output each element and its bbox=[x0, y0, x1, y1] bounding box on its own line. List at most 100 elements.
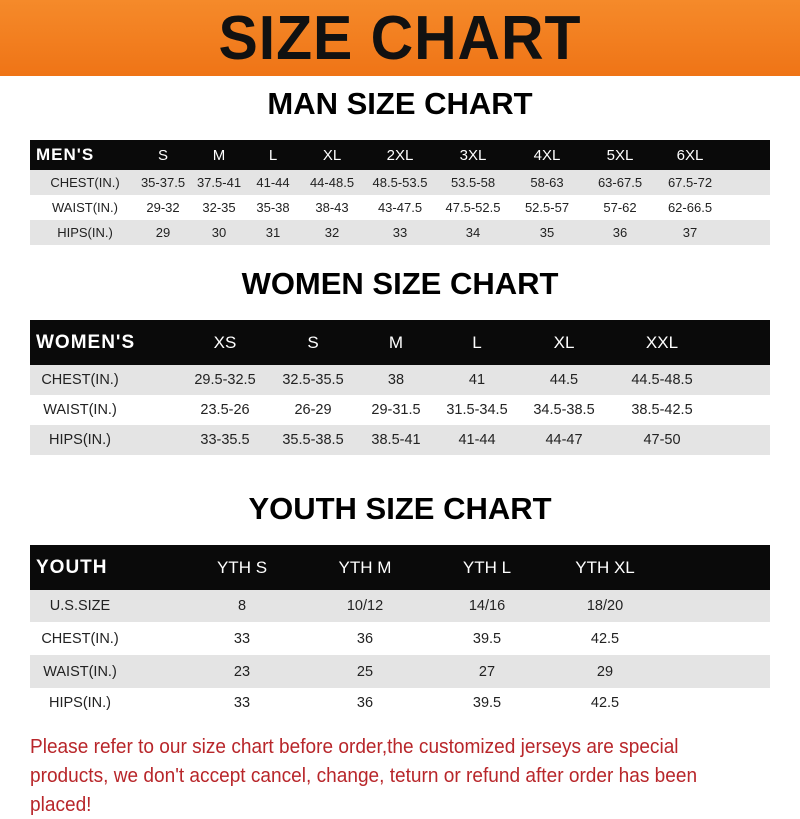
women-title: WOMEN SIZE CHART bbox=[241, 266, 559, 301]
table-cell: 23.5-26 bbox=[200, 402, 250, 418]
table-cell: 43-47.5 bbox=[377, 200, 423, 215]
youth-header-row: YOUTH YTH S YTH M YTH L YTH XL bbox=[30, 545, 770, 590]
table-cell: 18/20 bbox=[586, 598, 624, 614]
table-cell: 29-32 bbox=[146, 200, 180, 215]
table-cell: 38.5-42.5 bbox=[631, 402, 693, 418]
table-cell: 31 bbox=[265, 225, 281, 240]
size-header: YTH XL bbox=[575, 557, 635, 577]
table-cell: 32.5-35.5 bbox=[282, 372, 344, 388]
table-cell: 23 bbox=[233, 663, 251, 680]
youth-title: YOUTH SIZE CHART bbox=[248, 491, 552, 526]
size-header: S bbox=[157, 146, 169, 164]
row-label: HIPS(IN.) bbox=[57, 225, 113, 240]
table-cell: 36 bbox=[356, 630, 374, 647]
size-header: M bbox=[212, 146, 226, 164]
table-cell: 42.5 bbox=[590, 695, 620, 711]
table-cell: 35-37.5 bbox=[140, 175, 186, 190]
table-cell: 44-48.5 bbox=[309, 175, 355, 190]
table-cell: 38-43 bbox=[315, 200, 349, 215]
table-row: U.S.SIZE 8 10/12 14/16 18/20 bbox=[30, 590, 770, 622]
row-label: WAIST(IN.) bbox=[52, 200, 118, 215]
size-header: YTH M bbox=[338, 557, 392, 577]
table-row: WAIST(IN.) 23.5-26 26-29 29-31.5 31.5-34.5 34… bbox=[30, 395, 770, 425]
table-cell: 35.5-38.5 bbox=[282, 432, 344, 448]
table-cell: 41-44 bbox=[458, 432, 496, 448]
table-cell: 44-47 bbox=[545, 432, 583, 448]
row-label: HIPS(IN.) bbox=[48, 432, 112, 448]
table-label: YOUTH bbox=[36, 556, 108, 578]
table-cell: 53.5-58 bbox=[450, 175, 496, 190]
table-cell: 44.5 bbox=[549, 372, 579, 388]
table-row: CHEST(IN.) 33 36 39.5 42.5 bbox=[30, 622, 770, 655]
size-header: YTH S bbox=[216, 557, 268, 577]
table-row: HIPS(IN.) 33-35.5 35.5-38.5 38.5-41 41-44 44-… bbox=[30, 425, 770, 455]
size-header: L bbox=[268, 146, 278, 164]
table-cell: 42.5 bbox=[590, 630, 620, 647]
banner-title: SIZE CHART bbox=[218, 3, 582, 73]
table-cell: 67.5-72 bbox=[667, 175, 713, 190]
table-cell: 62-66.5 bbox=[667, 200, 713, 215]
table-cell: 33 bbox=[233, 695, 251, 711]
row-label: CHEST(IN.) bbox=[50, 175, 120, 190]
table-cell: 36 bbox=[612, 225, 628, 240]
table-row: WAIST(IN.) 23 25 27 29 bbox=[30, 655, 770, 688]
table-label: WOMEN'S bbox=[36, 331, 136, 353]
table-cell: 33 bbox=[233, 630, 251, 647]
table-cell: 58-63 bbox=[530, 175, 564, 190]
women-header-row: WOMEN'S XS S M L XL XXL bbox=[30, 320, 770, 365]
order-notice: Please refer to our size chart before or… bbox=[30, 735, 698, 816]
table-cell: 14/16 bbox=[468, 598, 506, 614]
table-cell: 29 bbox=[596, 663, 614, 680]
size-header: 3XL bbox=[459, 146, 487, 164]
table-cell: 47-50 bbox=[643, 432, 681, 448]
table-cell: 38.5-41 bbox=[371, 432, 421, 448]
size-header: M bbox=[388, 332, 404, 352]
table-label: MEN'S bbox=[36, 145, 95, 164]
table-cell: 41 bbox=[468, 372, 486, 388]
table-cell: 29-31.5 bbox=[371, 402, 421, 418]
table-cell: 30 bbox=[211, 225, 227, 240]
size-header: L bbox=[472, 332, 482, 352]
table-cell: 37 bbox=[682, 225, 698, 240]
table-cell: 8 bbox=[237, 598, 247, 614]
table-row: HIPS(IN.) 29 30 31 32 33 34 35 36 37 bbox=[30, 220, 770, 245]
table-cell: 25 bbox=[356, 663, 374, 680]
row-label: CHEST(IN.) bbox=[41, 630, 119, 647]
table-cell: 31.5-34.5 bbox=[446, 402, 508, 418]
table-cell: 37.5-41 bbox=[196, 175, 242, 190]
table-cell: 33 bbox=[392, 225, 408, 240]
size-header: XL bbox=[553, 332, 575, 352]
table-row: CHEST(IN.) 29.5-32.5 32.5-35.5 38 41 44.5 44.5… bbox=[30, 365, 770, 395]
table-cell: 38 bbox=[387, 372, 405, 388]
table-cell: 33-35.5 bbox=[200, 432, 250, 448]
table-cell: 32-35 bbox=[202, 200, 236, 215]
table-cell: 47.5-52.5 bbox=[445, 200, 501, 215]
table-cell: 10/12 bbox=[346, 598, 384, 614]
table-cell: 34 bbox=[465, 225, 481, 240]
size-header: 2XL bbox=[386, 146, 414, 164]
row-label: HIPS(IN.) bbox=[48, 695, 112, 711]
men-title: MAN SIZE CHART bbox=[267, 86, 533, 121]
row-label: U.S.SIZE bbox=[49, 598, 111, 614]
table-cell: 35 bbox=[539, 225, 555, 240]
men-header-row: MEN'S S M L XL 2XL 3XL 4XL 5XL 6XL bbox=[30, 140, 770, 170]
size-header: 6XL bbox=[676, 146, 704, 164]
table-cell: 35-38 bbox=[256, 200, 290, 215]
table-cell: 34.5-38.5 bbox=[533, 402, 595, 418]
table-cell: 29.5-32.5 bbox=[194, 372, 256, 388]
table-cell: 63-67.5 bbox=[597, 175, 643, 190]
size-header: S bbox=[307, 332, 319, 352]
table-row: CHEST(IN.) 35-37.5 37.5-41 41-44 44-48.5 48.5… bbox=[30, 170, 770, 195]
table-cell: 39.5 bbox=[472, 695, 502, 711]
table-cell: 52.5-57 bbox=[524, 200, 570, 215]
table-row: HIPS(IN.) 33 36 39.5 42.5 bbox=[30, 688, 770, 718]
size-header: XXL bbox=[645, 332, 679, 352]
table-cell: 39.5 bbox=[472, 630, 502, 647]
table-cell: 36 bbox=[356, 695, 374, 711]
row-label: WAIST(IN.) bbox=[43, 402, 117, 418]
row-label: CHEST(IN.) bbox=[41, 372, 119, 388]
size-header: 5XL bbox=[606, 146, 634, 164]
table-cell: 41-44 bbox=[256, 175, 290, 190]
row-label: WAIST(IN.) bbox=[43, 663, 117, 680]
size-header: XL bbox=[322, 146, 342, 164]
